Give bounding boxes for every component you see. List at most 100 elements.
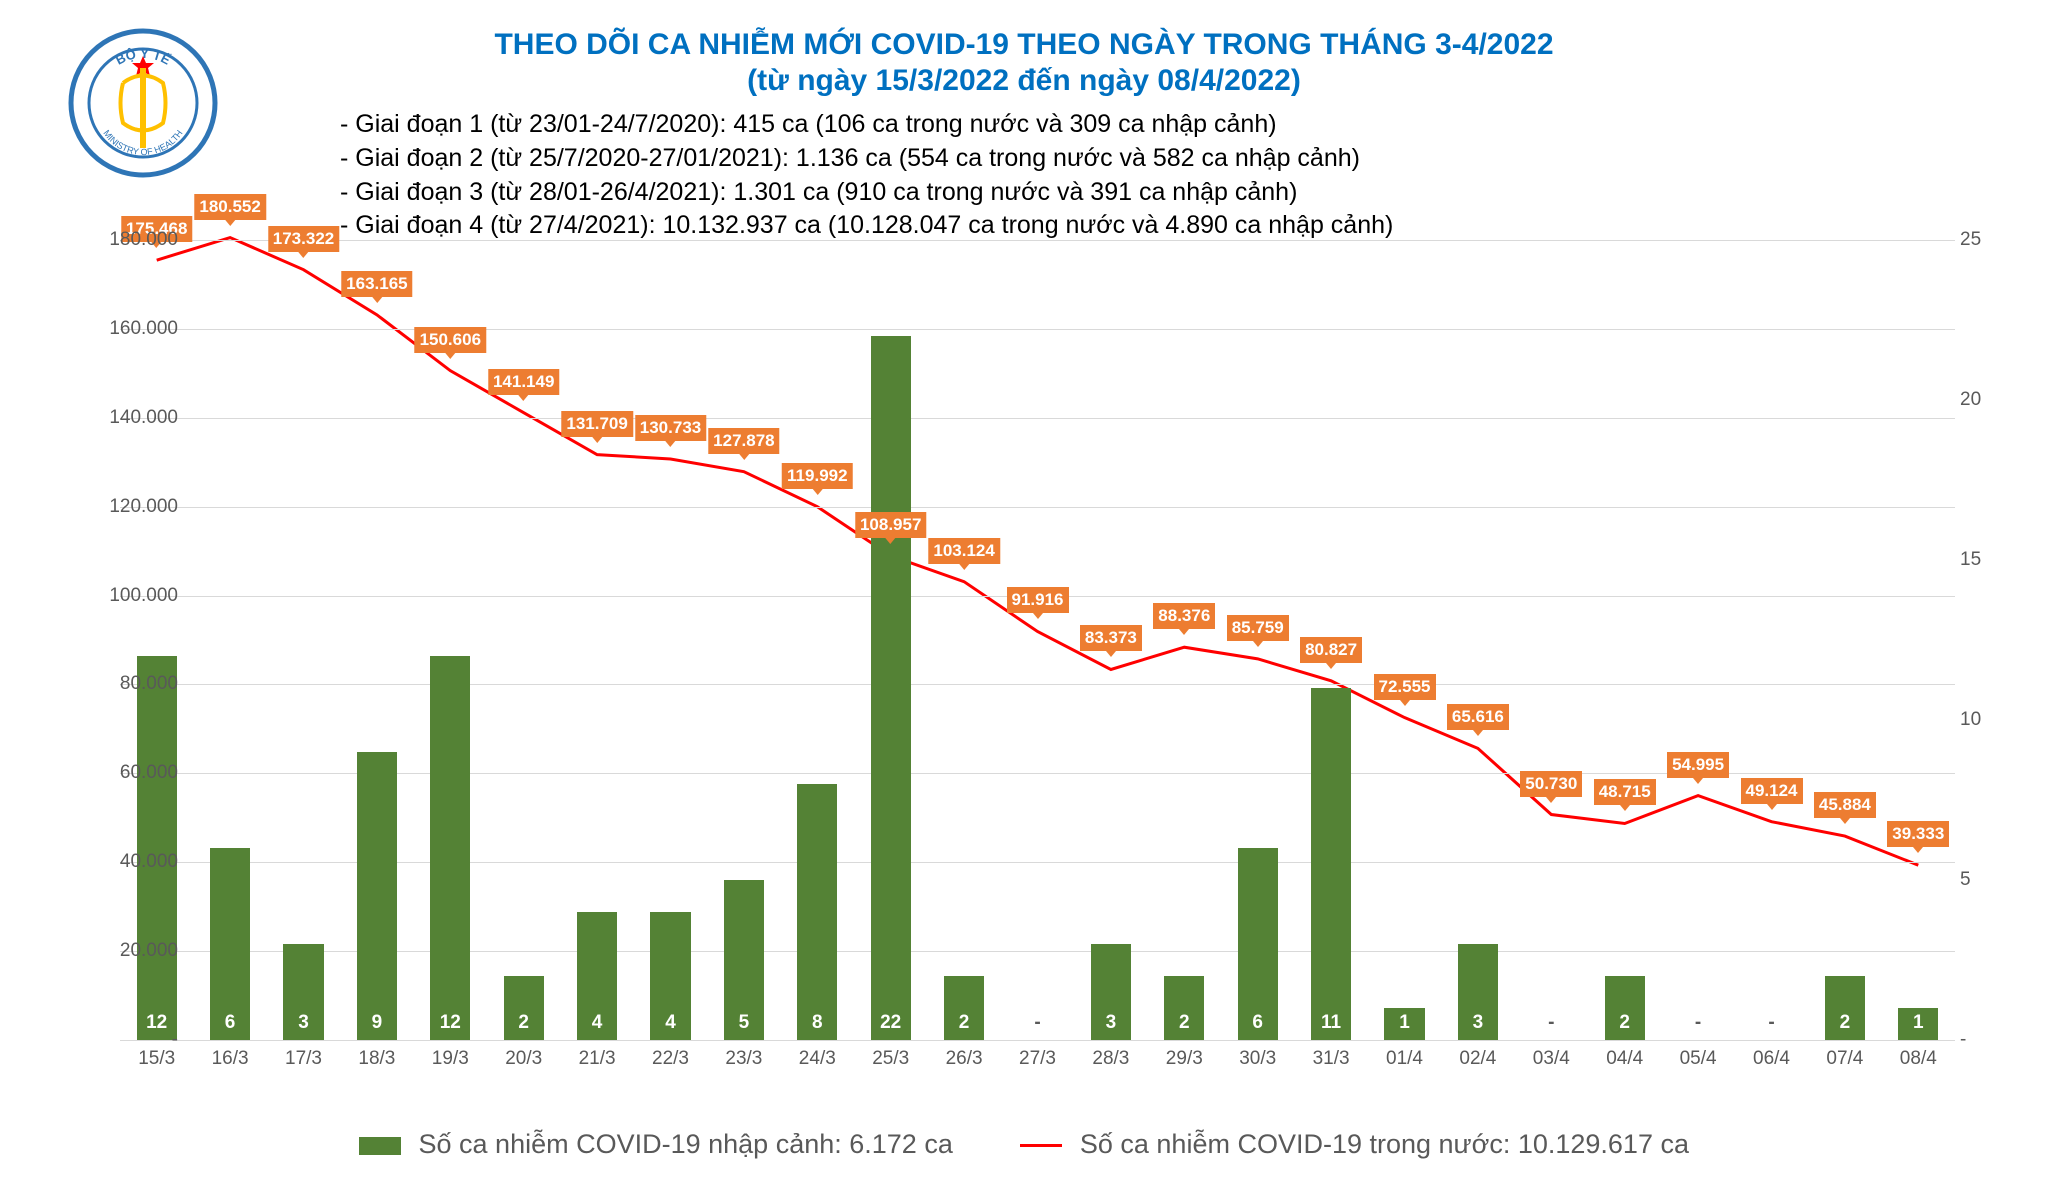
period-summary: - Giai đoạn 1 (từ 23/01-24/7/2020): 415 …	[340, 108, 1393, 243]
x-tick: 29/3	[1166, 1048, 1203, 1070]
bar: -	[1531, 1012, 1571, 1040]
period-line: - Giai đoạn 1 (từ 23/01-24/7/2020): 415 …	[340, 108, 1393, 142]
x-tick: 17/3	[285, 1048, 322, 1070]
bar-value-label: -	[1034, 1012, 1040, 1034]
y-right-tick: 10	[1960, 709, 2000, 731]
line-value-label: 103.124	[928, 538, 999, 564]
bar: 2	[1164, 976, 1204, 1040]
bar-value-label: 11	[1321, 1012, 1341, 1034]
bar-value-label: 2	[518, 1012, 529, 1034]
y-left-tick: 40.000	[98, 851, 178, 873]
y-left-tick: 160.000	[98, 318, 178, 340]
y-right-tick: 5	[1960, 869, 2000, 891]
bar: 11	[1311, 688, 1351, 1040]
line-value-label: 163.165	[341, 271, 412, 297]
bar: 2	[1605, 976, 1645, 1040]
line-value-label: 150.606	[415, 327, 486, 353]
bar: 2	[944, 976, 984, 1040]
x-tick: 02/4	[1459, 1048, 1496, 1070]
gridline	[120, 240, 1955, 241]
chart-container: BỘ Y TẾ MINISTRY OF HEALTH THEO DÕI CA N…	[0, 0, 2048, 1180]
legend-line-item: Số ca nhiễm COVID-19 trong nước: 10.129.…	[1020, 1129, 1689, 1160]
line-value-label: 130.733	[635, 415, 706, 441]
legend-line-text: Số ca nhiễm COVID-19 trong nước: 10.129.…	[1080, 1129, 1689, 1159]
gridline	[120, 507, 1955, 508]
bar-value-label: 2	[1840, 1012, 1851, 1034]
y-left-tick: 60.000	[98, 762, 178, 784]
line-value-label: 54.995	[1667, 752, 1729, 778]
bar-value-label: 1	[1913, 1012, 1924, 1034]
x-tick: 15/3	[138, 1048, 175, 1070]
bar: 4	[577, 912, 617, 1040]
gridline	[120, 1040, 1955, 1041]
y-left-tick: 120.000	[98, 496, 178, 518]
bar-value-label: 4	[592, 1012, 603, 1034]
bar-value-label: 22	[880, 1012, 901, 1034]
plot-area: 126391224458222-3261113-2--21175.468180.…	[120, 240, 1955, 1040]
line-value-label: 180.552	[194, 194, 265, 220]
bar-value-label: 3	[1473, 1012, 1484, 1034]
bar-value-label: 4	[665, 1012, 676, 1034]
title-block: THEO DÕI CA NHIỄM MỚI COVID-19 THEO NGÀY…	[0, 28, 2048, 98]
bar: 4	[650, 912, 690, 1040]
y-right-tick: 15	[1960, 549, 2000, 571]
x-tick: 27/3	[1019, 1048, 1056, 1070]
title-sub: (từ ngày 15/3/2022 đến ngày 08/4/2022)	[0, 64, 2048, 98]
x-tick: 22/3	[652, 1048, 689, 1070]
line-value-label: 127.878	[708, 428, 779, 454]
line-value-label: 108.957	[855, 512, 926, 538]
period-line: - Giai đoạn 2 (từ 25/7/2020-27/01/2021):…	[340, 142, 1393, 176]
x-tick: 31/3	[1313, 1048, 1350, 1070]
bar-value-label: 2	[1179, 1012, 1190, 1034]
chart-area: 126391224458222-3261113-2--21175.468180.…	[25, 240, 2023, 1080]
bar-value-label: -	[1695, 1012, 1701, 1034]
x-tick: 23/3	[725, 1048, 762, 1070]
legend-bar-swatch	[359, 1137, 401, 1155]
gridline	[120, 684, 1955, 685]
y-left-tick: 180.000	[98, 229, 178, 251]
bar: 2	[1825, 976, 1865, 1040]
x-tick: 04/4	[1606, 1048, 1643, 1070]
line-value-label: 45.884	[1814, 792, 1876, 818]
gridline	[120, 418, 1955, 419]
line-value-label: 173.322	[268, 226, 339, 252]
y-right-tick: -	[1960, 1029, 2000, 1051]
bar: -	[1678, 1012, 1718, 1040]
line-value-label: 48.715	[1594, 779, 1656, 805]
bar-value-label: 8	[812, 1012, 823, 1034]
legend-bar-text: Số ca nhiễm COVID-19 nhập cảnh: 6.172 ca	[419, 1129, 953, 1159]
bar: 12	[430, 656, 470, 1040]
bar: 12	[137, 656, 177, 1040]
period-line: - Giai đoạn 4 (từ 27/4/2021): 10.132.937…	[340, 209, 1393, 243]
x-tick: 25/3	[872, 1048, 909, 1070]
x-tick: 08/4	[1900, 1048, 1937, 1070]
bar-value-label: -	[1768, 1012, 1774, 1034]
x-tick: 21/3	[579, 1048, 616, 1070]
title-main: THEO DÕI CA NHIỄM MỚI COVID-19 THEO NGÀY…	[0, 28, 2048, 62]
x-tick: 18/3	[358, 1048, 395, 1070]
bar-value-label: 3	[1106, 1012, 1117, 1034]
line-value-label: 119.992	[782, 463, 853, 489]
legend-bar-item: Số ca nhiễm COVID-19 nhập cảnh: 6.172 ca	[359, 1129, 953, 1160]
x-tick: 16/3	[212, 1048, 249, 1070]
legend-line-swatch	[1020, 1144, 1062, 1147]
line-value-label: 131.709	[561, 411, 632, 437]
x-tick: 06/4	[1753, 1048, 1790, 1070]
x-tick: 19/3	[432, 1048, 469, 1070]
bar: 6	[1238, 848, 1278, 1040]
bar-value-label: 12	[440, 1012, 461, 1034]
y-left-tick: 100.000	[98, 585, 178, 607]
bar-value-label: 1	[1399, 1012, 1410, 1034]
x-tick: 07/4	[1826, 1048, 1863, 1070]
x-tick: 28/3	[1092, 1048, 1129, 1070]
bar-value-label: 3	[298, 1012, 309, 1034]
x-tick: 01/4	[1386, 1048, 1423, 1070]
bar: 5	[724, 880, 764, 1040]
bar-value-label: 2	[1619, 1012, 1630, 1034]
line-value-label: 91.916	[1007, 587, 1069, 613]
bar: -	[1751, 1012, 1791, 1040]
line-value-label: 83.373	[1080, 625, 1142, 651]
y-left-tick: 140.000	[98, 407, 178, 429]
x-tick: 30/3	[1239, 1048, 1276, 1070]
bar-value-label: 6	[1252, 1012, 1263, 1034]
